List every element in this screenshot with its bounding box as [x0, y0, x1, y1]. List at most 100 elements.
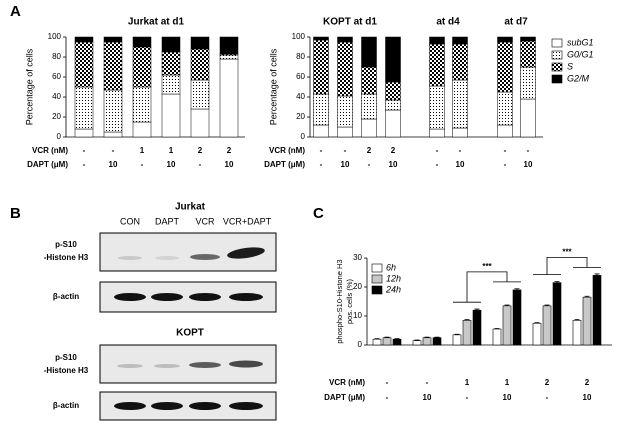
- legend-swatch: [371, 263, 383, 273]
- bar-segment: [337, 41, 353, 97]
- row-value: -: [320, 160, 323, 169]
- legend-swatch: [551, 74, 563, 84]
- row-value: 10: [456, 160, 465, 169]
- bar-segment: [361, 93, 377, 120]
- bar: [542, 305, 552, 346]
- bar-segment: [313, 93, 329, 126]
- bar-segment: [520, 66, 536, 100]
- chart-title: at d7: [504, 17, 528, 28]
- bar-segment: [385, 81, 401, 101]
- row-value: 1: [169, 146, 174, 155]
- error-bar: [534, 322, 540, 324]
- lane-label: CON: [120, 216, 140, 226]
- legend-label: S: [567, 61, 573, 71]
- y-tick-label: 30: [353, 253, 362, 262]
- bar-segment: [219, 36, 239, 55]
- chart-title: Jurkat at d1: [128, 17, 185, 28]
- row-value: 10: [167, 160, 176, 169]
- bar-segment: [161, 36, 181, 53]
- row-label: VCR (nM): [269, 146, 305, 155]
- lane-label: VCR: [195, 216, 215, 226]
- y-tick-label: 100: [292, 32, 306, 41]
- row-label: β-actin: [53, 401, 79, 410]
- bar: [382, 337, 392, 346]
- bar: [502, 305, 512, 346]
- bar-segment: [74, 128, 94, 138]
- significance-label: ***: [562, 248, 572, 257]
- row-label: DAPT (μM): [264, 160, 305, 169]
- bar-segment: [452, 43, 468, 81]
- legend-swatch: [371, 285, 383, 295]
- error-bar: [544, 304, 550, 306]
- panel-label: A: [10, 3, 21, 20]
- blot-title: Jurkat: [175, 202, 206, 213]
- legend-label: 6h: [386, 262, 396, 272]
- row-value: -: [386, 378, 389, 387]
- bar: [512, 289, 522, 346]
- bar-segment: [103, 41, 123, 91]
- bar-segment: [132, 86, 152, 123]
- bar-segment: [74, 86, 94, 130]
- bar-segment: [361, 36, 377, 68]
- row-value: 2: [545, 378, 550, 387]
- row-value: -: [141, 160, 144, 169]
- bar-segment: [452, 127, 468, 138]
- blot-band: [114, 293, 146, 301]
- legend-label: G0/G1: [567, 49, 594, 59]
- error-bar: [464, 319, 470, 321]
- bar-segment: [497, 41, 513, 93]
- row-value: -: [199, 160, 202, 169]
- row-value: -: [112, 146, 115, 155]
- row-value: 2: [367, 146, 372, 155]
- y-axis-label: phospho-S10-Histone H3: [335, 259, 344, 343]
- y-tick-label: 100: [48, 32, 62, 41]
- y-tick-label: 80: [296, 52, 305, 61]
- bar: [492, 328, 502, 346]
- row-value: -: [368, 160, 371, 169]
- row-value: 10: [524, 160, 533, 169]
- y-axis-label: Percentage of cells: [268, 48, 278, 125]
- row-label: VCR (nM): [329, 378, 365, 387]
- blot-band: [154, 364, 180, 368]
- error-bar: [374, 338, 380, 340]
- error-bar: [454, 333, 460, 335]
- blot-band: [229, 360, 263, 368]
- blot-band: [118, 256, 142, 260]
- bar-segment: [497, 91, 513, 126]
- row-label: -Histone H3: [44, 366, 89, 375]
- row-value: 2: [391, 146, 396, 155]
- bar: [592, 275, 602, 346]
- bar-segment: [337, 126, 353, 138]
- row-label: VCR (nM): [32, 146, 68, 155]
- y-tick-label: 10: [353, 311, 362, 320]
- bar-segment: [190, 48, 210, 81]
- bar: [432, 337, 442, 346]
- lane-label: VCR+DAPT: [223, 216, 272, 226]
- bar-segment: [190, 36, 210, 50]
- error-bar: [514, 288, 520, 290]
- bar: [472, 309, 482, 346]
- row-value: -: [459, 146, 462, 155]
- bar-segment: [429, 85, 445, 130]
- row-value: -: [344, 146, 347, 155]
- bar-segment: [520, 40, 536, 68]
- legend-label: 12h: [386, 273, 401, 283]
- legend-swatch: [551, 50, 563, 60]
- bar-segment: [452, 79, 468, 129]
- y-axis-label: Percentage of cells: [24, 48, 34, 125]
- y-tick-label: 40: [296, 92, 305, 101]
- row-label: -Histone H3: [44, 253, 89, 262]
- bar-segment: [190, 108, 210, 138]
- bar-segment: [429, 43, 445, 87]
- y-axis-label: pos. cells (%): [345, 278, 354, 324]
- panel-label: B: [10, 205, 21, 222]
- y-tick-label: 60: [52, 72, 61, 81]
- bar-segment: [219, 54, 239, 60]
- blot-band: [117, 364, 143, 368]
- bar-segment: [385, 36, 401, 83]
- blot-band: [151, 293, 183, 301]
- y-tick-label: 0: [358, 340, 363, 349]
- bar-segment: [361, 118, 377, 138]
- bar: [452, 334, 462, 346]
